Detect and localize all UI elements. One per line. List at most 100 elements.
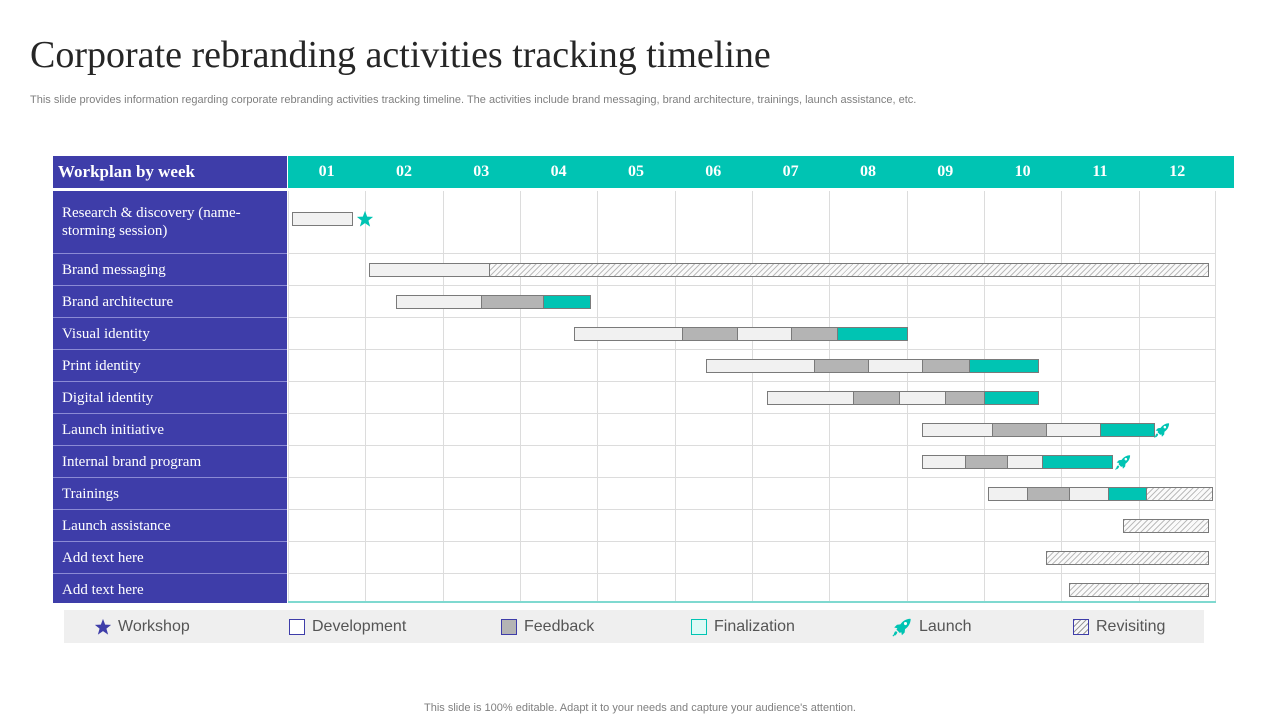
activity-label: Launch initiative <box>53 414 287 446</box>
star-icon <box>94 618 112 636</box>
development-segment <box>705 359 815 373</box>
feedback-segment <box>991 423 1047 437</box>
week-03: 03 <box>473 163 490 180</box>
grid-column-line <box>520 191 521 601</box>
development-segment <box>1069 487 1109 501</box>
feedback-swatch <box>501 618 517 635</box>
finalization-segment <box>1100 423 1156 437</box>
development-segment <box>369 263 491 277</box>
development-swatch <box>289 618 305 635</box>
rocket-icon <box>891 616 913 638</box>
week-11: 11 <box>1092 163 1108 180</box>
grid-column-line <box>365 191 367 601</box>
feedback-segment <box>1026 487 1071 501</box>
activity-label: Trainings <box>53 478 287 510</box>
week-05: 05 <box>627 163 644 180</box>
finalization-segment <box>1042 455 1113 469</box>
grid-column-line <box>1215 191 1216 601</box>
grid-column-line <box>752 191 753 601</box>
week-01: 01 <box>318 163 335 180</box>
week-08: 08 <box>859 163 876 180</box>
star-icon <box>356 210 374 228</box>
grid-column-line <box>597 191 599 601</box>
development-segment <box>922 423 993 437</box>
legend-item-development: Development <box>289 610 406 643</box>
week-12: 12 <box>1169 163 1186 180</box>
legend-label: Development <box>312 617 407 635</box>
activity-label-column: Research & discovery (name-storming sess… <box>53 191 287 603</box>
legend-label: Launch <box>919 617 972 635</box>
timeline-grid <box>288 191 1216 603</box>
grid-column-line <box>674 191 676 601</box>
week-02: 02 <box>395 163 412 180</box>
revisiting-segment <box>1069 582 1210 597</box>
development-segment <box>396 295 483 309</box>
revisiting-segment <box>1045 551 1210 565</box>
workplan-header-label: Workplan by week <box>58 162 195 181</box>
grid-column-line <box>288 191 289 601</box>
legend-label: Workshop <box>118 617 190 635</box>
rocket-icon <box>1153 421 1171 439</box>
development-segment <box>868 359 924 373</box>
legend-item-feedback: Feedback <box>501 610 594 643</box>
rocket-icon <box>1114 453 1132 471</box>
workplan-header: Workplan by week <box>53 156 287 188</box>
development-segment <box>291 212 354 226</box>
finalization-segment <box>837 327 908 341</box>
revisiting-segment <box>489 263 1210 277</box>
development-segment <box>898 391 947 405</box>
development-segment <box>767 391 854 405</box>
feedback-segment <box>481 295 545 309</box>
feedback-segment <box>852 391 900 405</box>
grid-row-line <box>288 509 1216 510</box>
feedback-segment <box>964 455 1009 469</box>
feedback-segment <box>682 327 738 341</box>
finalization-segment <box>968 359 1040 373</box>
grid-row-line <box>288 573 1216 574</box>
feedback-segment <box>813 359 869 373</box>
development-segment <box>736 327 792 341</box>
activity-label: Digital identity <box>53 382 287 414</box>
grid-row-line <box>288 285 1216 286</box>
legend-item-workshop: Workshop <box>94 610 190 643</box>
legend: Workshop Development Feedback Finalization L… <box>64 610 1204 643</box>
grid-row-line <box>288 413 1216 414</box>
week-10: 10 <box>1014 163 1031 180</box>
activity-label: Research & discovery (name-storming sess… <box>53 191 287 254</box>
activity-label: Add text here <box>62 581 144 598</box>
week-04: 04 <box>550 163 567 180</box>
week-09: 09 <box>937 163 954 180</box>
grid-row-line <box>288 317 1216 318</box>
activity-label: Brand architecture <box>53 286 287 318</box>
feedback-segment <box>945 391 985 405</box>
activity-label: Internal brand program <box>53 446 287 478</box>
activity-label: Print identity <box>53 350 287 382</box>
grid-row-line <box>288 381 1216 382</box>
legend-item-launch: Launch <box>891 610 972 643</box>
page-subtitle: This slide provides information regardin… <box>30 94 917 106</box>
week-06: 06 <box>705 163 722 180</box>
activity-label: Visual identity <box>53 318 287 350</box>
finalization-segment <box>543 295 591 309</box>
development-segment <box>574 327 684 341</box>
grid-row-line <box>288 349 1216 350</box>
revisiting-segment <box>1146 487 1214 501</box>
grid-column-line <box>1061 191 1063 601</box>
activity-label: Add text here <box>53 542 287 574</box>
legend-item-finalization: Finalization <box>691 610 795 643</box>
grid-row-line <box>288 541 1216 542</box>
week-header: 01 02 03 04 05 06 07 08 09 10 11 12 <box>288 156 1234 188</box>
grid-column-line <box>442 191 444 601</box>
grid-column-line <box>1138 191 1140 601</box>
activity-label: Brand messaging <box>53 254 287 286</box>
development-segment <box>1045 423 1101 437</box>
finalization-segment <box>984 391 1040 405</box>
activity-label: Launch assistance <box>53 510 287 542</box>
week-07: 07 <box>782 163 799 180</box>
revisiting-segment <box>1123 519 1210 533</box>
revisiting-swatch <box>1073 618 1089 635</box>
grid-row-line <box>288 477 1216 478</box>
grid-row-line <box>288 445 1216 446</box>
legend-label: Revisiting <box>1096 617 1166 635</box>
legend-label: Feedback <box>524 617 595 635</box>
